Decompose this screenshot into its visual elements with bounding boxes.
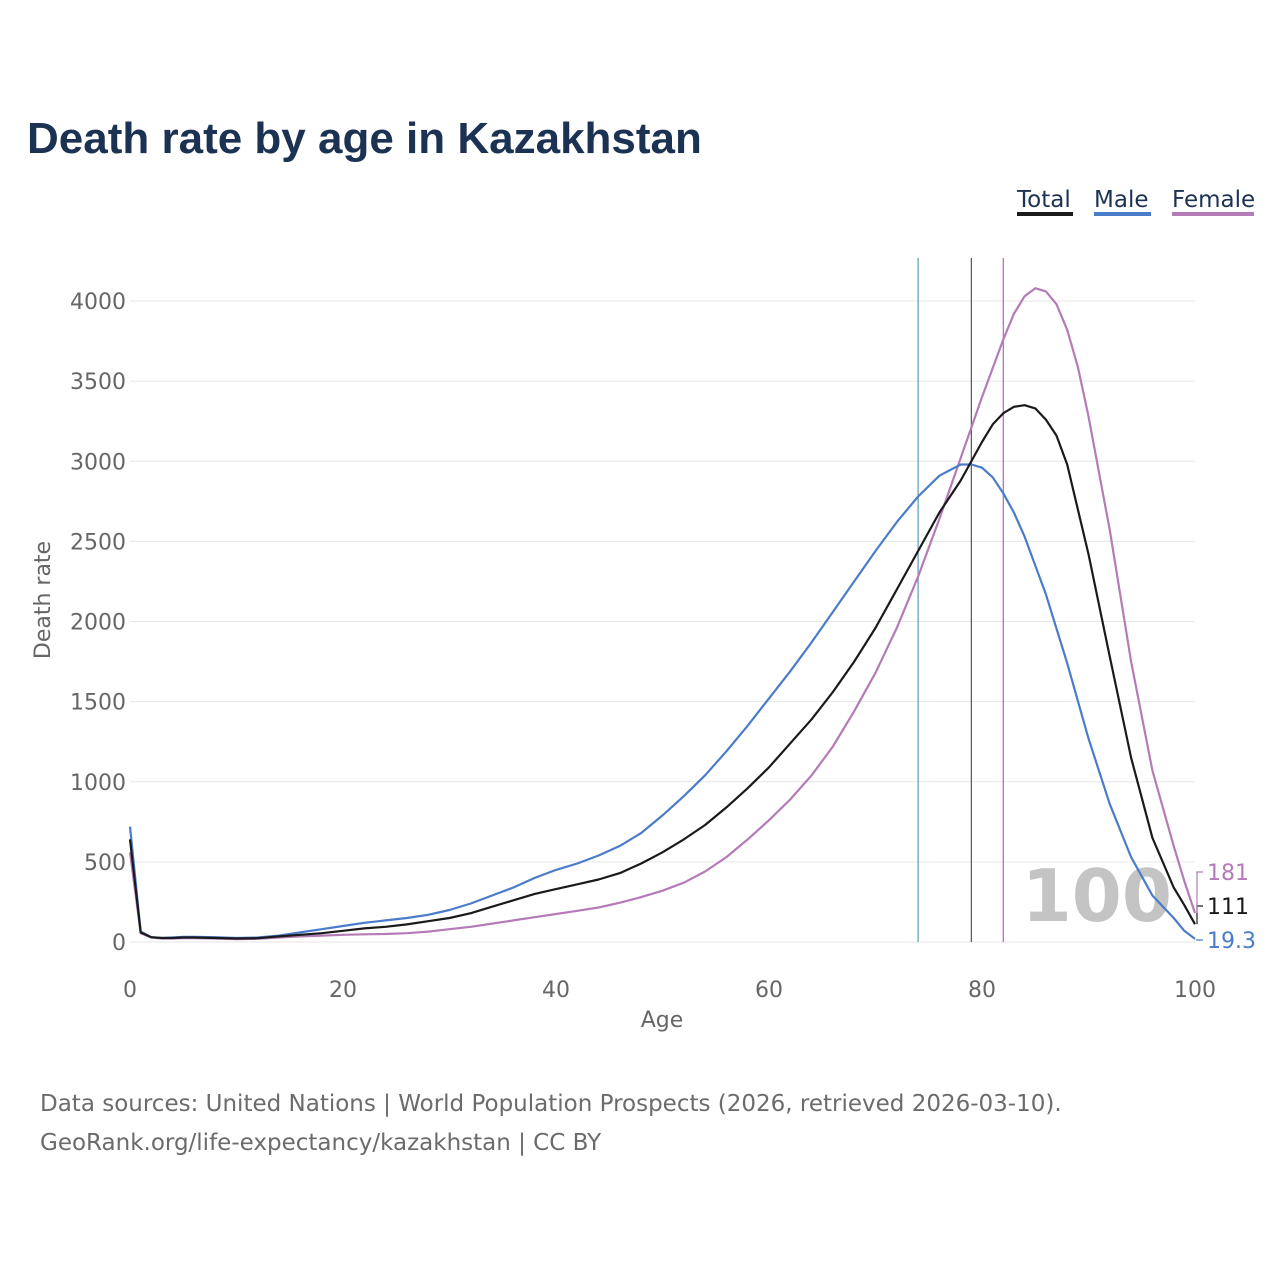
y-tick-label: 1500 <box>70 691 126 716</box>
y-tick-label: 500 <box>84 851 126 876</box>
x-tick-label: 80 <box>968 978 996 1003</box>
y-tick-label: 2000 <box>70 611 126 636</box>
end-label-connector <box>1196 938 1203 941</box>
series-lines <box>128 287 1197 941</box>
end-labels: 111 19.3 181 <box>1196 861 1256 954</box>
y-tick-label: 2500 <box>70 530 126 555</box>
y-tick-label: 0 <box>112 931 126 956</box>
end-label-connector <box>1196 905 1203 925</box>
x-tick-label: 20 <box>329 978 357 1003</box>
x-tick-label: 100 <box>1174 978 1216 1003</box>
y-axis-label: Death rate <box>31 541 56 659</box>
x-tick-label: 0 <box>123 978 137 1003</box>
legend-item-male[interactable]: Male <box>1094 187 1148 213</box>
end-label-connector <box>1196 871 1203 913</box>
year-watermark: 100 <box>1022 854 1172 938</box>
reference-lines <box>917 258 1004 942</box>
y-tick-label: 1000 <box>70 771 126 796</box>
y-tick-label: 3500 <box>70 370 126 395</box>
end-label-male: 19.3 <box>1207 929 1256 954</box>
y-tick-label: 4000 <box>70 290 126 315</box>
x-axis-ticks: 0 20 40 60 80 100 <box>123 978 1216 1003</box>
footer-credit: GeoRank.org/life-expectancy/kazakhstan |… <box>40 1130 602 1156</box>
footer-sources: Data sources: United Nations | World Pop… <box>40 1091 1062 1117</box>
series-line-female <box>128 287 1197 941</box>
y-axis-ticks: 0 500 1000 1500 2000 2500 3000 3500 4000 <box>70 290 126 956</box>
x-axis-label: Age <box>641 1008 684 1033</box>
x-tick-label: 40 <box>542 978 570 1003</box>
end-label-female: 181 <box>1207 861 1249 886</box>
legend-item-female[interactable]: Female <box>1172 187 1255 213</box>
y-tick-label: 3000 <box>70 450 126 475</box>
legend-item-total[interactable]: Total <box>1016 187 1071 213</box>
chart-title: Death rate by age in Kazakhstan <box>27 114 702 163</box>
x-tick-label: 60 <box>755 978 783 1003</box>
series-line-total <box>128 404 1196 940</box>
gridlines <box>130 300 1195 943</box>
end-label-total: 111 <box>1207 895 1249 920</box>
legend: Total Male Female <box>1016 187 1255 216</box>
